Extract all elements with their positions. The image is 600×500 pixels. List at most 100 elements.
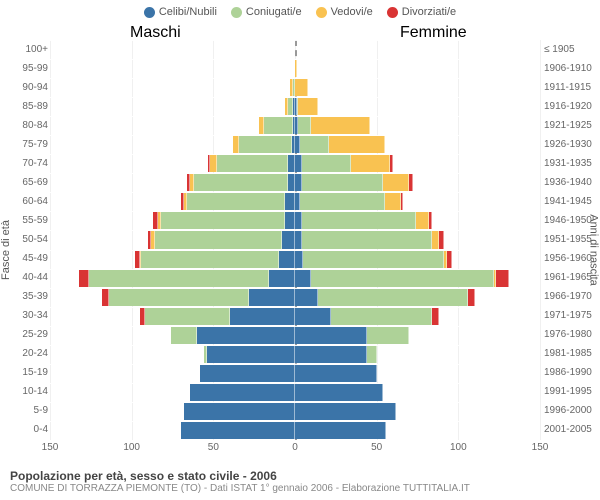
age-label: 50-54 <box>0 235 48 245</box>
birth-label: 1961-1965 <box>544 273 600 283</box>
bar-segment <box>496 270 509 287</box>
legend-item: Vedovi/e <box>316 6 373 18</box>
pyramid-row <box>50 155 540 172</box>
age-label: 35-39 <box>0 292 48 302</box>
bar-segment <box>468 289 475 306</box>
pyramid-row <box>50 422 540 439</box>
age-label: 20-24 <box>0 349 48 359</box>
birth-label: 1986-1990 <box>544 368 600 378</box>
bar-segment <box>295 270 311 287</box>
bar-segment <box>295 79 308 96</box>
bar-segment <box>385 193 401 210</box>
age-label: 10-14 <box>0 387 48 397</box>
bar-segment <box>311 117 370 134</box>
bar-segment <box>401 193 403 210</box>
x-tick: 0 <box>292 442 298 453</box>
birth-label: 1931-1935 <box>544 159 600 169</box>
birth-label: 1921-1925 <box>544 121 600 131</box>
pyramid-row <box>50 136 540 153</box>
bar-segment <box>79 270 89 287</box>
bar-segment <box>439 231 444 248</box>
legend-item: Divorziati/e <box>387 6 456 18</box>
birth-label: 2001-2005 <box>544 425 600 435</box>
birth-label: 1916-1920 <box>544 102 600 112</box>
bar-segment <box>302 174 384 191</box>
legend: Celibi/Nubili Coniugati/e Vedovi/e Divorzia… <box>0 0 600 20</box>
legend-dot <box>144 7 155 18</box>
bar-segment <box>318 289 468 306</box>
bar-segment <box>302 231 433 248</box>
legend-item: Celibi/Nubili <box>144 6 217 18</box>
birth-label: 1956-1960 <box>544 254 600 264</box>
legend-item: Coniugati/e <box>231 6 302 18</box>
age-label: 55-59 <box>0 216 48 226</box>
bar-segment <box>295 422 386 439</box>
age-label: 70-74 <box>0 159 48 169</box>
bar-segment <box>264 117 293 134</box>
birth-label: 1941-1945 <box>544 197 600 207</box>
bar-segment <box>295 308 331 325</box>
birth-label: 1926-1930 <box>544 140 600 150</box>
birth-label: 1951-1955 <box>544 235 600 245</box>
bar-segment <box>351 155 390 172</box>
bar-segment <box>197 327 295 344</box>
bar-segment <box>295 403 396 420</box>
y-axis-right-labels: ≤ 19051906-19101911-19151916-19201921-19… <box>544 40 600 440</box>
bar-segment <box>331 308 432 325</box>
bar-segment <box>200 365 295 382</box>
bar-segment <box>109 289 249 306</box>
birth-label: 1966-1970 <box>544 292 600 302</box>
pyramid-row <box>50 60 540 77</box>
bar-segment <box>282 231 295 248</box>
x-tick: 100 <box>123 442 140 453</box>
pyramid-row <box>50 308 540 325</box>
age-label: 5-9 <box>0 406 48 416</box>
bar-segment <box>367 346 377 363</box>
x-tick: 150 <box>532 442 549 453</box>
bar-segment <box>298 98 318 115</box>
bar-segment <box>302 155 351 172</box>
age-label: 90-94 <box>0 83 48 93</box>
bar-segment <box>145 308 230 325</box>
bar-segment <box>217 155 289 172</box>
bar-segment <box>432 308 439 325</box>
bar-segment <box>207 346 295 363</box>
age-label: 15-19 <box>0 368 48 378</box>
bar-segment <box>300 136 329 153</box>
bar-segment <box>295 289 318 306</box>
pyramid-row <box>50 251 540 268</box>
age-label: 75-79 <box>0 140 48 150</box>
pyramid-row <box>50 270 540 287</box>
age-label: 85-89 <box>0 102 48 112</box>
age-label: 45-49 <box>0 254 48 264</box>
age-label: 65-69 <box>0 178 48 188</box>
bar-segment <box>190 384 295 401</box>
age-label: 95-99 <box>0 64 48 74</box>
bar-segment <box>285 212 295 229</box>
bar-segment <box>295 60 297 77</box>
plot-area <box>50 40 540 440</box>
age-label: 40-44 <box>0 273 48 283</box>
bar-segment <box>155 231 282 248</box>
y-axis-left-labels: 100+95-9990-9485-8980-8475-7970-7465-696… <box>0 40 48 440</box>
pyramid-row <box>50 403 540 420</box>
bar-segment <box>295 327 367 344</box>
birth-label: 1911-1915 <box>544 83 600 93</box>
bar-segment <box>230 308 295 325</box>
age-label: 60-64 <box>0 197 48 207</box>
birth-label: 1936-1940 <box>544 178 600 188</box>
pyramid-row <box>50 174 540 191</box>
chart-title: Popolazione per età, sesso e stato civil… <box>10 469 590 483</box>
bar-segment <box>311 270 494 287</box>
bar-segment <box>285 193 295 210</box>
birth-label: 1996-2000 <box>544 406 600 416</box>
bar-segment <box>181 422 295 439</box>
birth-label: 1991-1995 <box>544 387 600 397</box>
pyramid-row <box>50 384 540 401</box>
legend-dot <box>387 7 398 18</box>
bar-segment <box>416 212 429 229</box>
legend-label: Vedovi/e <box>331 6 373 18</box>
x-tick: 150 <box>42 442 59 453</box>
bar-segment <box>329 136 385 153</box>
legend-label: Coniugati/e <box>246 6 302 18</box>
